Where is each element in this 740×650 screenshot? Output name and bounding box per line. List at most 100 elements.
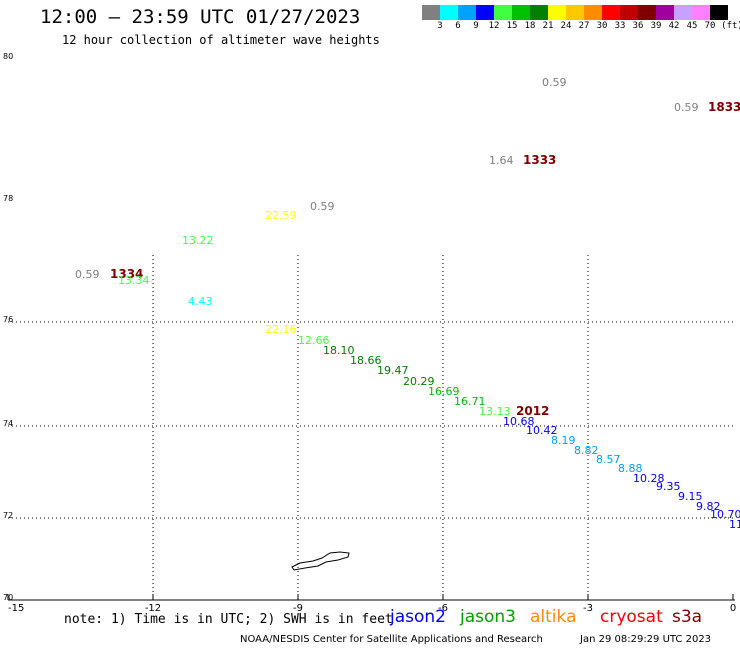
observation-labels: 0.59 0.59 1833 1.64 1333 22.59 0.59 13.22 0.59 13… — [75, 76, 740, 531]
y-axis-tick-label: 76 — [3, 315, 13, 324]
y-axis-tick-label: 74 — [3, 419, 13, 428]
legend-unit: (ft) — [721, 21, 740, 31]
legend-label: 39 — [650, 21, 662, 31]
wave-height-label: 8.82 — [574, 444, 599, 457]
y-axis-labels: 80 78 76 74 72 70 — [3, 52, 13, 602]
legend-label: 21 — [542, 21, 554, 31]
wave-height-label: 13.13 — [479, 405, 511, 418]
satellite-name-jason2: jason2 — [390, 607, 446, 627]
legend-swatch — [620, 5, 638, 20]
legend-swatch — [656, 5, 674, 20]
wave-height-label: 10.70 — [710, 508, 740, 521]
legend-swatch — [692, 5, 710, 20]
legend-label: 24 — [560, 21, 572, 31]
legend-swatch — [476, 5, 494, 20]
legend-label: 33 — [614, 21, 626, 31]
y-axis-tick-label: 78 — [3, 194, 13, 203]
satellite-name-altika: altika — [530, 607, 577, 627]
wave-height-label: 8.19 — [551, 434, 576, 447]
observation-time-label: 1833 — [708, 100, 740, 114]
wave-height-label: 19.47 — [377, 364, 409, 377]
wave-height-label: 22.59 — [265, 209, 297, 222]
satellite-name-s3a: s3a — [672, 607, 703, 627]
wave-height-label: 20.29 — [403, 375, 435, 388]
wave-height-label: 10.68 — [503, 415, 535, 428]
legend-label: 70 — [704, 21, 716, 31]
legend-swatch — [458, 5, 476, 20]
wave-height-label: 9.82 — [696, 500, 721, 513]
legend-label: 45 — [686, 21, 698, 31]
wave-height-label: 1.64 — [489, 154, 514, 167]
legend-label: 15 — [506, 21, 518, 31]
legend-label: 27 — [578, 21, 590, 31]
page-subtitle: 12 hour collection of altimeter wave hei… — [62, 33, 380, 47]
wave-height-label: 18.10 — [323, 344, 355, 357]
legend-swatch — [566, 5, 584, 20]
wave-height-label: 9.15 — [678, 490, 703, 503]
wave-height-label: 11 — [729, 518, 740, 531]
observation-time-label: 2012 — [516, 404, 549, 418]
satellite-name-jason3: jason3 — [460, 607, 516, 627]
legend-swatch — [512, 5, 530, 20]
wave-height-label: 0.59 — [674, 101, 699, 114]
x-axis-labels: -15 -12 -9 -6 -3 0 — [8, 603, 736, 614]
wave-height-label: 8.57 — [596, 453, 621, 466]
legend-swatch — [494, 5, 512, 20]
wave-height-label: 0.59 — [542, 76, 567, 89]
legend-swatch — [422, 5, 440, 20]
legend-swatch — [440, 5, 458, 20]
wave-height-label: 22.16 — [265, 323, 297, 336]
wave-height-label: 8.88 — [618, 462, 643, 475]
y-axis-tick-label: 70 — [3, 593, 13, 602]
x-axis-tick-label: -15 — [8, 603, 24, 614]
observation-time-label: 1333 — [523, 153, 556, 167]
x-axis-tick-label: -6 — [438, 603, 448, 614]
legend-swatch — [584, 5, 602, 20]
wave-height-label: 13.34 — [118, 274, 150, 287]
footer-timestamp: Jan 29 08:29:29 UTC 2023 — [580, 634, 712, 645]
wave-height-label: 16.69 — [428, 385, 460, 398]
legend-label: 30 — [596, 21, 608, 31]
legend-label: 3 — [437, 21, 443, 31]
legend-swatch — [548, 5, 566, 20]
legend-label: 6 — [455, 21, 461, 31]
wave-height-label: 16.71 — [454, 395, 486, 408]
legend-label: 36 — [632, 21, 644, 31]
y-axis-tick-label: 72 — [3, 511, 13, 520]
legend-swatch — [638, 5, 656, 20]
wave-height-label: 9.35 — [656, 480, 681, 493]
legend-label: 9 — [473, 21, 479, 31]
legend-swatch — [602, 5, 620, 20]
x-axis-tick-label: -12 — [145, 603, 161, 614]
observation-time-label: 1334 — [110, 267, 143, 281]
wave-height-label: 18.66 — [350, 354, 382, 367]
legend-label: 18 — [524, 21, 536, 31]
wave-height-label: 10.42 — [526, 424, 558, 437]
wave-height-label: 0.59 — [75, 268, 100, 281]
wave-height-label: 0.59 — [310, 200, 335, 213]
wave-height-label: 13.22 — [182, 234, 214, 247]
x-axis-tick-label: -9 — [293, 603, 303, 614]
legend-swatches — [422, 5, 728, 20]
x-axis-ticks — [7, 594, 734, 600]
jan-mayen-island-outline — [291, 551, 350, 571]
footer-note: note: 1) Time is in UTC; 2) SWH is in fe… — [64, 612, 393, 627]
map-gridlines — [8, 255, 735, 600]
x-axis-tick-label: 0 — [730, 603, 736, 614]
x-axis-tick-label: -3 — [583, 603, 593, 614]
legend-swatch — [530, 5, 548, 20]
legend-swatch — [710, 5, 728, 20]
legend-swatch — [674, 5, 692, 20]
legend-label: 12 — [488, 21, 500, 31]
footer-credit: NOAA/NESDIS Center for Satellite Applica… — [240, 634, 543, 645]
wave-height-label: 4.43 — [188, 295, 213, 308]
wave-height-label: 10.28 — [633, 472, 665, 485]
satellite-name-cryosat: cryosat — [600, 607, 663, 627]
y-axis-tick-label: 80 — [3, 52, 13, 61]
wave-height-label: 12.66 — [298, 334, 330, 347]
page-title: 12:00 — 23:59 UTC 01/27/2023 — [40, 6, 361, 28]
legend-label: 42 — [668, 21, 680, 31]
